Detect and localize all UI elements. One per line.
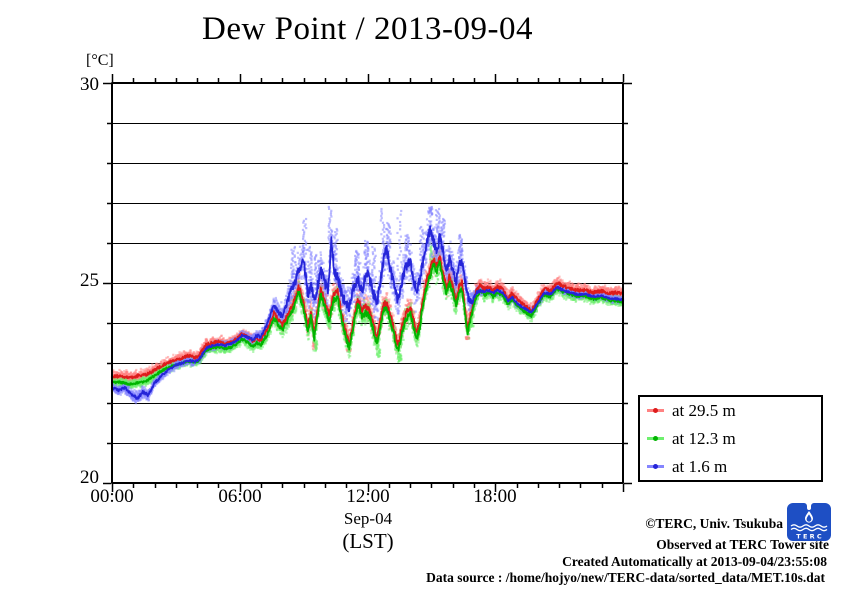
legend-box: at 29.5 m at 12.3 m at 1.6 m — [638, 395, 823, 482]
x-tick-label-1200: 12:00 — [346, 486, 390, 507]
x-tick-label-0000: 00:00 — [90, 486, 134, 507]
footer-copyright: ©TERC, Univ. Tsukuba — [645, 516, 783, 531]
legend-entry-1-6m: at 1.6 m — [647, 458, 821, 475]
legend-marker-green-icon — [647, 435, 664, 441]
legend-entry-12-3m: at 12.3 m — [647, 430, 821, 447]
y-tick-label-25: 25 — [80, 270, 99, 291]
legend-entry-29-5m: at 29.5 m — [647, 402, 821, 419]
footer-observed-site: Observed at TERC Tower site — [656, 537, 829, 552]
terc-logo-icon: T E R C — [787, 503, 831, 541]
x-tick-label-1800: 18:00 — [473, 486, 517, 507]
y-axis-unit: [°C] — [86, 52, 114, 69]
x-tick-label-0600: 06:00 — [218, 486, 262, 507]
y-tick-label-30: 30 — [80, 74, 99, 95]
x-axis-timezone-label: (LST) — [342, 529, 394, 553]
legend-label: at 29.5 m — [672, 401, 736, 421]
legend-label: at 1.6 m — [672, 456, 728, 476]
legend-label: at 12.3 m — [672, 428, 736, 448]
footer-created-timestamp: Created Automatically at 2013-09-04/23:5… — [562, 554, 827, 569]
chart-title: Dew Point / 2013-09-04 — [202, 11, 533, 47]
legend-marker-blue-icon — [647, 463, 664, 469]
x-axis-date-label: Sep-04 — [343, 509, 393, 528]
legend-marker-red-icon — [647, 408, 664, 414]
y-tick-label-20: 20 — [80, 467, 99, 488]
footer-data-source: Data source : /home/hojyo/new/TERC-data/… — [426, 570, 825, 585]
terc-logo-text: T E R C — [796, 533, 822, 541]
